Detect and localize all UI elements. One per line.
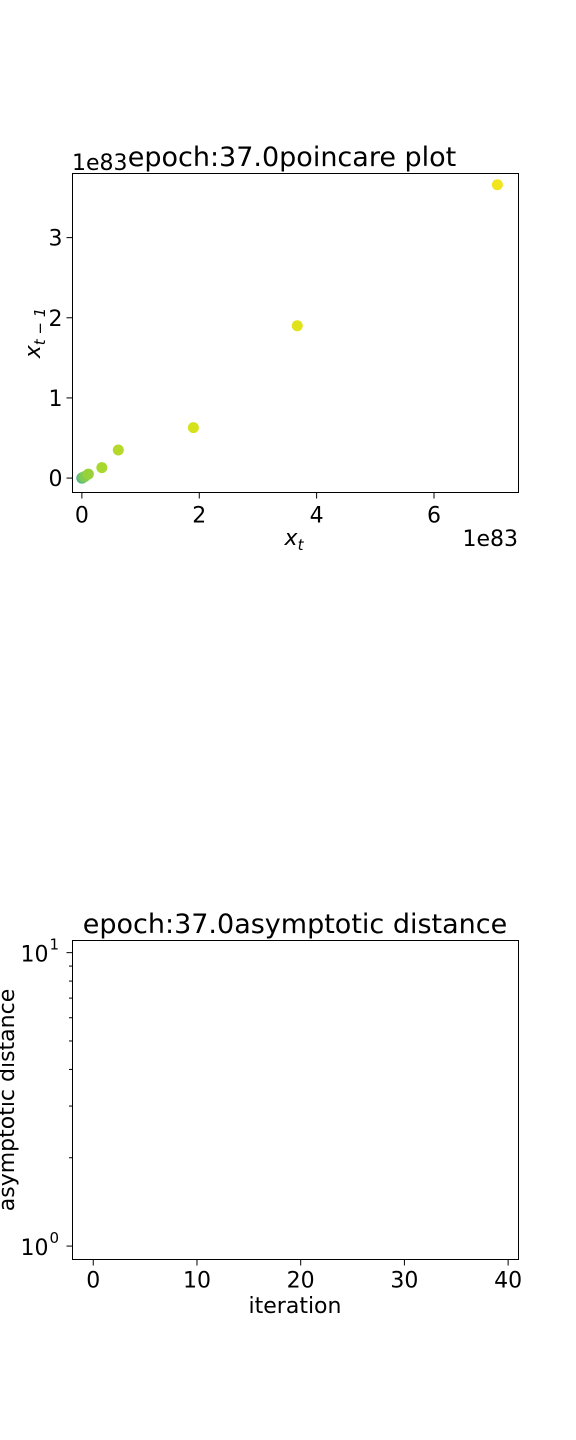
poincare-plot: epoch:37.0poincare plot 1e83 0 2 4 6 0 1 2 3 xt… — [21, 142, 519, 554]
poincare-x-offset-text: 1e83 — [462, 527, 518, 552]
scatter-point — [82, 468, 94, 480]
scatter-point — [491, 179, 503, 191]
asymptotic-y-label: asymptotic distance — [0, 989, 20, 1212]
asymptotic-x-tick-label: 40 — [494, 1269, 522, 1294]
asymptotic-axes-frame — [72, 940, 519, 1260]
asymptotic-y-tick-exponent: 0 — [50, 1229, 60, 1247]
asymptotic-distance-plot: epoch:37.0asymptotic distance 0 10 20 30 401… — [0, 909, 522, 1319]
poincare-y-tick-label: 2 — [49, 307, 63, 332]
poincare-y-tick-label: 1 — [49, 387, 63, 412]
poincare-axes-frame — [72, 173, 519, 493]
poincare-x-tick-label: 2 — [192, 504, 206, 529]
poincare-x-tick-label: 0 — [75, 504, 89, 529]
poincare-y-offset-text: 1e83 — [72, 151, 128, 176]
asymptotic-x-tick-label: 20 — [287, 1269, 315, 1294]
scatter-point — [112, 444, 124, 456]
asymptotic-y-tick-label: 10 — [21, 943, 49, 968]
asymptotic-plot-title: epoch:37.0asymptotic distance — [83, 909, 508, 940]
asymptotic-y-tick-exponent: 1 — [50, 936, 60, 954]
asymptotic-x-tick-label: 30 — [390, 1269, 418, 1294]
asymptotic-y-tick-label: 10 — [21, 1236, 49, 1261]
poincare-x-tick-label: 6 — [427, 504, 441, 529]
asymptotic-x-tick-label: 0 — [86, 1269, 100, 1294]
scatter-point — [291, 320, 303, 332]
poincare-y-tick-label: 0 — [49, 467, 63, 492]
poincare-x-tick-label: 4 — [310, 504, 324, 529]
scatter-point — [187, 422, 199, 434]
poincare-plot-title: epoch:37.0poincare plot — [128, 142, 457, 173]
poincare-y-label: xt − 1 — [21, 308, 49, 360]
poincare-ticks: 0 2 4 6 0 1 2 3 — [49, 227, 441, 529]
poincare-x-label: xt — [284, 526, 305, 554]
asymptotic-x-label: iteration — [249, 1294, 342, 1319]
asymptotic-x-tick-label: 10 — [183, 1269, 211, 1294]
poincare-y-tick-label: 3 — [49, 227, 63, 252]
poincare-points — [76, 179, 503, 484]
scatter-point — [96, 462, 108, 474]
